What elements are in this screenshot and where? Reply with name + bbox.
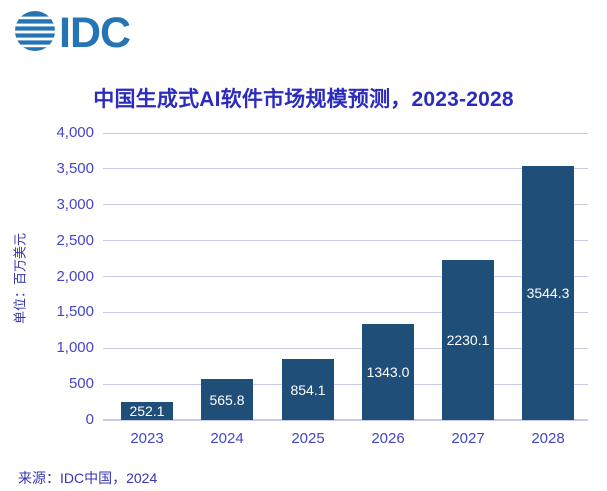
striped-globe-icon bbox=[15, 11, 55, 51]
y-axis-tick-3000: 3,000 bbox=[56, 196, 94, 213]
x-axis-tick-2023: 2023 bbox=[130, 430, 164, 447]
x-axis-tick-2024: 2024 bbox=[210, 430, 244, 447]
x-axis-tick-2025: 2025 bbox=[291, 430, 325, 447]
bar-value-label-2023: 252.1 bbox=[129, 403, 165, 419]
y-axis-tick-1500: 1,500 bbox=[56, 303, 94, 320]
bar-2025: 854.1 bbox=[282, 359, 334, 420]
idc-logo-graphic: IDC bbox=[15, 9, 131, 57]
y-axis-tick-0: 0 bbox=[85, 411, 94, 428]
bar-2028: 3544.3 bbox=[522, 166, 574, 420]
bar-value-label-2028: 3544.3 bbox=[526, 285, 570, 301]
bar-value-label-2027: 2230.1 bbox=[446, 332, 490, 348]
gridline-1000 bbox=[103, 348, 588, 349]
gridline-3500 bbox=[103, 168, 588, 169]
bar-2027: 2230.1 bbox=[442, 260, 494, 420]
gridline-500 bbox=[103, 384, 588, 385]
y-axis-tick-2500: 2,500 bbox=[56, 232, 94, 249]
bar-2023: 252.1 bbox=[121, 402, 173, 420]
gridline-0 bbox=[103, 419, 588, 421]
gridline-1500 bbox=[103, 312, 588, 313]
gridline-4000 bbox=[103, 133, 588, 134]
bar-value-label-2025: 854.1 bbox=[290, 381, 326, 398]
gridline-3000 bbox=[103, 204, 588, 205]
y-axis-tick-1000: 1,000 bbox=[56, 339, 94, 356]
idc-logo-text: IDC bbox=[59, 9, 130, 53]
source-note: 来源：IDC中国，2024 bbox=[18, 470, 158, 486]
bar-value-label-2026: 1343.0 bbox=[366, 364, 410, 380]
bar-value-label-2024: 565.8 bbox=[209, 391, 245, 408]
idc-logo: IDC bbox=[14, 9, 146, 57]
y-axis-tick-3500: 3,500 bbox=[56, 160, 94, 177]
bar-2024: 565.8 bbox=[201, 379, 253, 420]
y-axis-tick-2000: 2,000 bbox=[56, 268, 94, 285]
bar-2026: 1343.0 bbox=[362, 324, 414, 420]
x-axis-tick-2026: 2026 bbox=[371, 430, 405, 447]
x-axis-tick-2027: 2027 bbox=[451, 430, 485, 447]
gridline-2000 bbox=[103, 276, 588, 277]
chart-title: 中国生成式AI软件市场规模预测，2023-2028 bbox=[93, 88, 514, 111]
gridline-2500 bbox=[103, 240, 588, 241]
y-axis-tick-500: 500 bbox=[68, 375, 94, 392]
y-axis-tick-4000: 4,000 bbox=[56, 124, 94, 141]
x-axis-tick-2028: 2028 bbox=[531, 430, 565, 447]
